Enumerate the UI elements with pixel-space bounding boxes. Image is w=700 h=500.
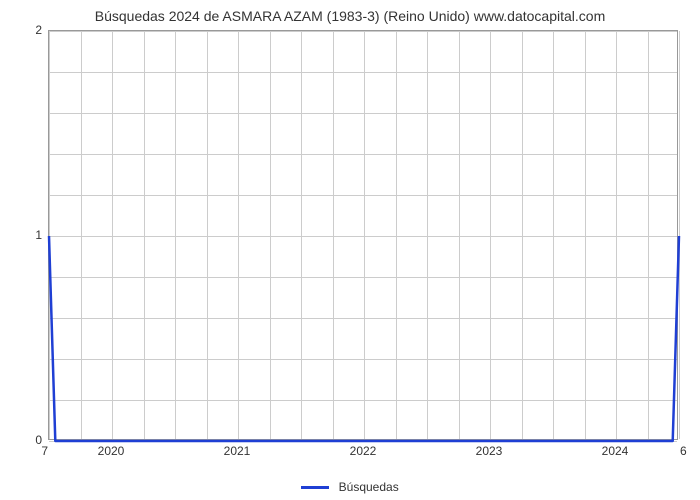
x-tick-label: 2020	[98, 444, 125, 458]
x-tick-label: 2024	[602, 444, 629, 458]
corner-label-left: 7	[41, 444, 48, 458]
line-chart: Búsquedas 2024 de ASMARA AZAM (1983-3) (…	[0, 0, 700, 500]
y-tick-label: 1	[35, 228, 42, 242]
corner-label-right: 6	[680, 444, 687, 458]
legend: Búsquedas	[0, 480, 700, 494]
legend-swatch	[301, 486, 329, 489]
x-tick-label: 2021	[224, 444, 251, 458]
plot-area	[48, 30, 678, 440]
x-tick-label: 2022	[350, 444, 377, 458]
legend-label: Búsquedas	[339, 480, 399, 494]
chart-title: Búsquedas 2024 de ASMARA AZAM (1983-3) (…	[0, 8, 700, 24]
y-tick-label: 2	[35, 23, 42, 37]
x-tick-label: 2023	[476, 444, 503, 458]
data-series-line	[49, 31, 679, 441]
